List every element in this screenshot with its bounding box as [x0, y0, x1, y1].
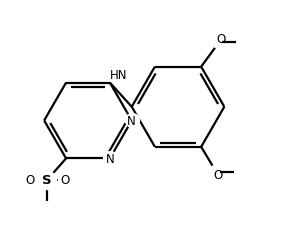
Text: N: N — [106, 152, 114, 165]
Text: O: O — [60, 173, 69, 186]
Text: O: O — [25, 173, 34, 186]
Text: O: O — [216, 33, 225, 46]
Text: HN: HN — [110, 69, 127, 82]
Text: S: S — [43, 173, 52, 186]
Text: N: N — [127, 115, 136, 128]
Text: O: O — [214, 168, 223, 181]
